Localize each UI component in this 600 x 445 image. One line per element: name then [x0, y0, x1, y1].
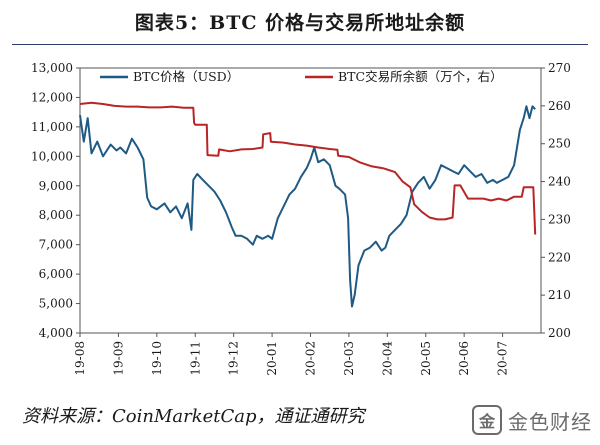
y-left-tick-label: 11,000: [31, 120, 73, 134]
chart-legend: BTC价格（USD） BTC交易所余额（万个，右）: [100, 69, 503, 84]
title-rule: [12, 44, 588, 45]
y-right-tick-label: 230: [548, 212, 571, 226]
y-left-tick-label: 10,000: [31, 149, 73, 163]
y-right-tick-label: 220: [548, 250, 571, 264]
x-tick-label: 19-08: [73, 341, 87, 376]
series-line-price: [79, 105, 536, 308]
x-tick-label: 19-09: [111, 341, 125, 376]
chart-canvas: 4,000 5,000 6,000 7,000 8,000 9,000 10,000 11,0…: [31, 61, 571, 376]
y-left-tick-label: 4,000: [39, 326, 73, 340]
series-line-balance: [79, 101, 537, 235]
chart-series: [79, 101, 537, 308]
y-left-tick-label: 8,000: [39, 208, 73, 222]
y-right-tick-label: 210: [548, 288, 571, 302]
watermark-icon: 金: [472, 405, 502, 435]
y-left-tick-label: 5,000: [39, 297, 73, 311]
x-tick-label: 20-06: [457, 341, 471, 376]
x-tick-label: 19-12: [227, 341, 241, 376]
watermark-text: 金色财经: [508, 409, 592, 434]
y-right-tick-label: 200: [548, 326, 571, 340]
chart-title: 图表5：BTC 价格与交易所地址余额: [134, 12, 466, 34]
x-tick-label: 20-03: [342, 341, 356, 376]
x-tick-label: 19-11: [188, 341, 202, 376]
y-right-tick-label: 270: [548, 61, 571, 75]
legend-label: BTC交易所余额（万个，右）: [338, 69, 503, 84]
x-tick-label: 19-10: [150, 341, 164, 376]
y-left-tick-label: 7,000: [39, 238, 73, 252]
source-note: 资料来源：CoinMarketCap，通证通研究: [22, 406, 365, 427]
y-right-tick-label: 260: [548, 99, 571, 113]
y-right-tick-label: 240: [548, 175, 571, 189]
watermark-logo: 金 金色财经: [472, 405, 592, 435]
x-tick-label: 20-01: [265, 341, 279, 376]
y-left-tick-label: 12,000: [31, 90, 73, 104]
x-tick-label: 20-05: [419, 341, 433, 376]
x-tick-label: 20-02: [304, 341, 318, 376]
y-right-tick-label: 250: [548, 137, 571, 151]
y-left-tick-label: 9,000: [39, 179, 73, 193]
y-left-tick-label: 6,000: [39, 267, 73, 281]
legend-label: BTC价格（USD）: [133, 69, 239, 84]
y-left-tick-label: 13,000: [31, 61, 73, 75]
x-tick-label: 20-07: [496, 341, 510, 376]
chart-axes: 4,000 5,000 6,000 7,000 8,000 9,000 10,000 11,0…: [31, 61, 571, 376]
x-tick-label: 20-04: [380, 341, 394, 376]
